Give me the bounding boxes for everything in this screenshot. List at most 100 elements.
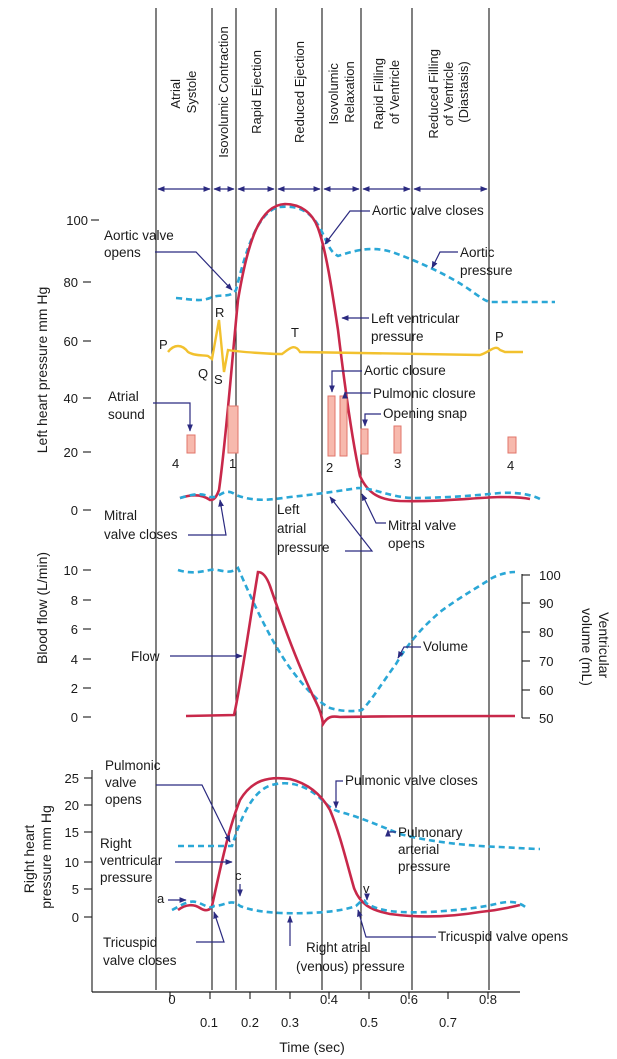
sound-number-4b: 4 — [507, 458, 514, 473]
flow-ytick-0: 0 — [71, 710, 78, 725]
right-leader-lines — [156, 780, 436, 946]
ecg-label-q: Q — [198, 366, 208, 381]
sound-bar-4b — [507, 436, 517, 454]
left-yticks: 100 80 60 40 20 0 — [64, 213, 88, 518]
label-mitral-valve-opens: Mitral valve opens — [388, 518, 460, 551]
ecg-label-p1: P — [159, 337, 168, 352]
flow-yticks: 10 8 6 4 2 0 — [64, 563, 78, 725]
volume-ytick-60: 60 — [539, 683, 553, 698]
leader-volume — [397, 646, 421, 659]
ecg-trace — [167, 319, 523, 373]
right-yticks: 25 20 15 10 5 0 — [65, 771, 79, 925]
leader-aortic-closure — [329, 370, 362, 393]
label-opening-snap: Opening snap — [383, 406, 467, 421]
sound-number-4a: 4 — [172, 456, 179, 471]
volume-ytick-100: 100 — [539, 568, 561, 583]
phase-headers: Atrial Systole Isovolumic Contraction Ra… — [168, 26, 471, 158]
time-tick-0.2: 0.2 — [241, 1015, 259, 1030]
time-axis: 0 0.1 0.2 0.3 0.4 0.5 0.6 0.7 0.8 Time (… — [91, 770, 520, 1055]
time-tick-labels: 0 0.1 0.2 0.3 0.4 0.5 0.6 0.7 0.8 — [168, 992, 497, 1030]
time-tick-0.3: 0.3 — [281, 1015, 299, 1030]
label-pulmonary-arterial-pressure: Pulmonary arterial pressure — [398, 825, 466, 874]
sound-bar-2a — [327, 395, 336, 457]
right-atrial-pressure-curve — [171, 898, 529, 915]
time-tick-0.4: 0.4 — [320, 992, 338, 1007]
flow-ylabel: Blood flow (L/min) — [34, 552, 50, 664]
leader-mitral-opens — [361, 493, 386, 524]
phase-rapid-ejection: Rapid Ejection — [249, 50, 264, 134]
left-ventricular-pressure-curve — [179, 202, 531, 503]
label-pulmonic-closure: Pulmonic closure — [373, 386, 476, 401]
label-aortic-valve-opens: Aortic valve opens — [104, 228, 178, 260]
left-tick-marks — [83, 219, 99, 511]
label-aortic-pressure: Aortic pressure — [460, 245, 513, 278]
leader-opening-snap — [362, 413, 381, 427]
phase-reduced-filling: Reduced Filling of Ventricle (Diastasis) — [426, 45, 471, 138]
time-tick-marks — [169, 992, 489, 999]
right-ytick-0: 0 — [72, 910, 79, 925]
phase-reduced-ejection: Reduced Ejection — [292, 41, 307, 143]
leader-left-atrial — [329, 496, 374, 552]
right-ytick-25: 25 — [65, 771, 79, 786]
sound-numbers: 4 1 2 3 4 — [172, 456, 514, 475]
label-right-atrial-pressure: Right atrial (venous) pressure — [296, 940, 405, 974]
phase-rapid-filling: Rapid Filling of Ventricle — [371, 54, 402, 129]
ecg-label-p2: P — [495, 329, 504, 344]
label-wave-v: v — [363, 881, 370, 896]
sound-number-2: 2 — [326, 460, 333, 475]
leader-pulmonic-opens — [156, 784, 231, 843]
ventricular-volume-curve — [177, 565, 516, 713]
label-wave-a: a — [157, 891, 165, 906]
phase-isovolumic-relaxation: Isovolumic Relaxation — [326, 59, 357, 124]
volume-tick-marks — [522, 574, 530, 719]
flow-ytick-4: 4 — [71, 652, 78, 667]
volume-ylabel: Ventricular volume (mL) — [579, 608, 612, 686]
flow-leader-lines — [170, 646, 421, 659]
right-ytick-15: 15 — [65, 825, 79, 840]
volume-yticks: 100 90 80 70 60 50 — [539, 568, 561, 726]
label-atrial-sound: Atrial sound — [108, 389, 145, 422]
left-ytick-100: 100 — [66, 213, 88, 228]
right-ytick-10: 10 — [65, 855, 79, 870]
heart-sound-bars — [186, 395, 517, 457]
sound-bar-3 — [393, 425, 402, 454]
left-ytick-40: 40 — [64, 391, 78, 406]
flow-ytick-8: 8 — [71, 593, 78, 608]
leader-pulmonic-closure — [342, 391, 371, 399]
volume-ytick-90: 90 — [539, 596, 553, 611]
flow-tick-marks — [83, 569, 91, 718]
leader-aortic-closes — [324, 210, 370, 245]
left-ytick-80: 80 — [64, 275, 78, 290]
volume-ytick-50: 50 — [539, 711, 553, 726]
left-leader-lines — [153, 210, 458, 552]
leader-aortic-pressure — [431, 251, 458, 269]
ecg-label-s: S — [214, 372, 223, 387]
label-tricuspid-valve-closes: Tricuspid valve closes — [103, 935, 177, 968]
volume-ytick-80: 80 — [539, 625, 553, 640]
leader-pulmonic-closes — [333, 780, 343, 809]
label-aortic-closure: Aortic closure — [364, 363, 446, 378]
volume-ytick-70: 70 — [539, 654, 553, 669]
left-atrial-pressure-curve — [179, 486, 541, 502]
right-ytick-20: 20 — [65, 798, 79, 813]
phase-atrial-systole: Atrial Systole — [168, 71, 199, 114]
leader-tricuspid-closes — [196, 911, 225, 943]
label-aortic-valve-closes: Aortic valve closes — [372, 203, 484, 218]
left-ytick-20: 20 — [64, 445, 78, 460]
sound-number-1: 1 — [229, 456, 236, 471]
aortic-pressure-curve — [175, 205, 555, 304]
label-volume: Volume — [423, 639, 468, 654]
time-tick-0.8: 0.8 — [479, 992, 497, 1007]
leader-aortic-opens — [155, 251, 233, 291]
flow-ytick-6: 6 — [71, 622, 78, 637]
right-tick-marks — [84, 777, 92, 918]
left-ytick-60: 60 — [64, 334, 78, 349]
time-tick-0.7: 0.7 — [439, 1015, 457, 1030]
sound-bar-4a — [186, 434, 196, 454]
sound-bar-1 — [227, 405, 239, 454]
left-heart-panel: Left heart pressure mm Hg 100 80 60 40 2… — [34, 202, 555, 555]
label-pulmonic-valve-closes: Pulmonic valve closes — [345, 773, 478, 788]
leader-tricuspid-opens — [357, 909, 436, 938]
sound-bar-2b — [339, 395, 348, 457]
